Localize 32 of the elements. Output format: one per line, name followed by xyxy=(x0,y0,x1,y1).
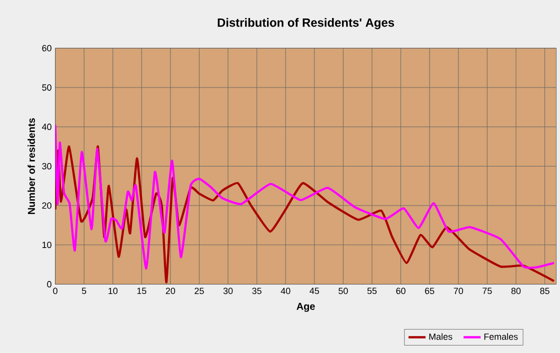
y-axis-title: Number of residents xyxy=(28,118,35,214)
x-tick-label: 75 xyxy=(482,288,492,294)
x-tick-label: 40 xyxy=(280,288,290,294)
chart-title: Distribution of Residents' Ages xyxy=(218,18,394,30)
x-tick-label: 65 xyxy=(425,288,434,294)
x-tick-label: 45 xyxy=(310,288,320,294)
y-tick-label: 0 xyxy=(47,281,52,288)
legend-label: Males xyxy=(429,333,452,340)
x-tick-label: 0 xyxy=(53,288,58,294)
y-tick-label: 10 xyxy=(42,242,52,248)
x-tick-label: 85 xyxy=(540,288,550,294)
x-tick-label: 60 xyxy=(396,288,406,294)
y-tick-label: 50 xyxy=(42,84,52,91)
y-tick-label: 60 xyxy=(42,45,52,52)
x-tick-label: 30 xyxy=(223,288,233,294)
x-tick-label: 80 xyxy=(511,288,521,294)
x-tick-label: 55 xyxy=(367,288,377,294)
x-tick-label: 70 xyxy=(454,288,464,294)
legend-label: Females xyxy=(484,333,518,340)
x-tick-label: 15 xyxy=(137,288,146,294)
x-tick-label: 50 xyxy=(338,288,348,294)
line-series xyxy=(55,124,556,270)
line-series xyxy=(55,146,556,284)
x-tick-label: 10 xyxy=(108,288,118,294)
y-tick-label: 20 xyxy=(42,202,52,209)
y-tick-label: 40 xyxy=(42,124,52,130)
x-tick-label: 25 xyxy=(194,288,204,294)
x-tick-label: 20 xyxy=(166,288,176,294)
x-axis-title: Age xyxy=(296,303,315,312)
x-tick-label: 35 xyxy=(252,288,262,294)
y-tick-label: 30 xyxy=(42,163,52,170)
x-tick-label: 5 xyxy=(82,288,86,294)
